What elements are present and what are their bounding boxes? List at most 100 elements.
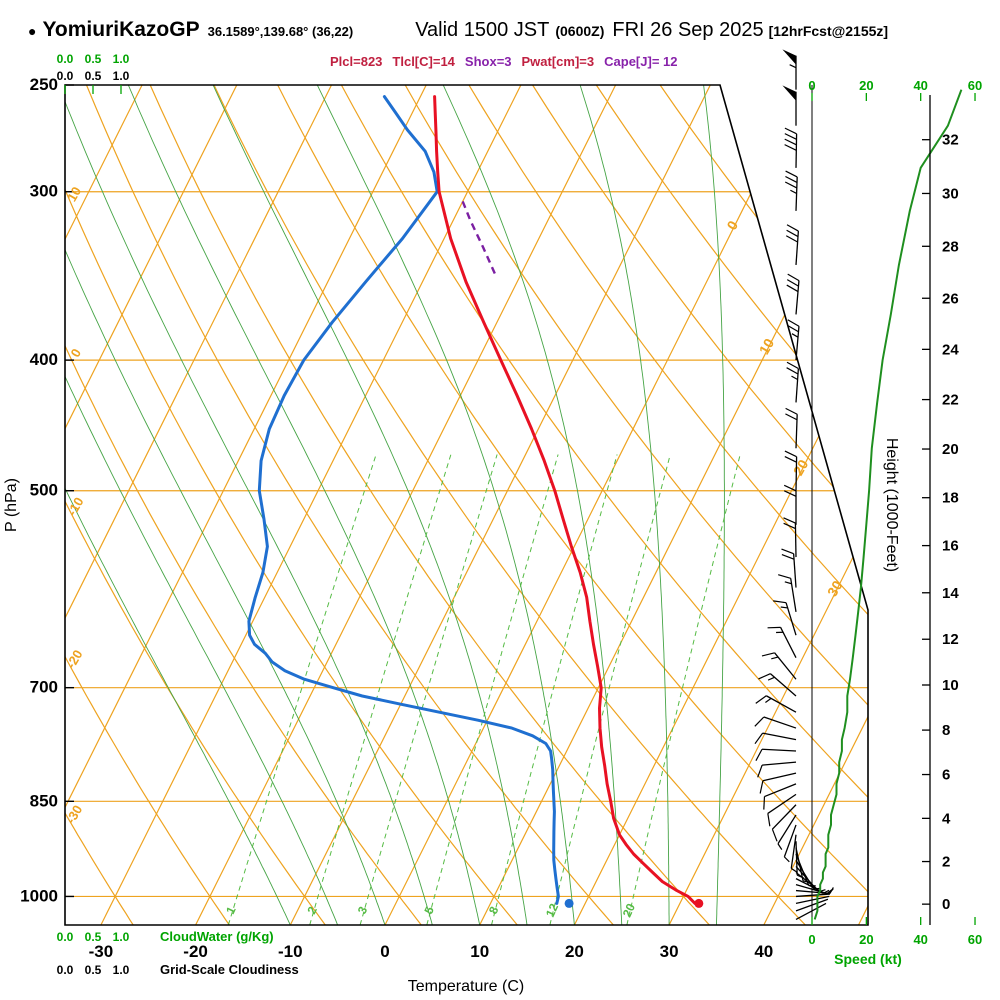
svg-text:-20: -20 bbox=[63, 647, 85, 671]
wind-barbs bbox=[754, 49, 834, 920]
svg-text:1.0: 1.0 bbox=[113, 52, 130, 66]
svg-text:300: 300 bbox=[30, 182, 58, 201]
svg-text:-10: -10 bbox=[64, 495, 86, 519]
svg-text:10: 10 bbox=[64, 184, 84, 204]
svg-text:6: 6 bbox=[942, 767, 950, 784]
svg-text:5: 5 bbox=[421, 904, 437, 916]
svg-text:2: 2 bbox=[304, 904, 320, 916]
svg-text:0.0: 0.0 bbox=[57, 963, 74, 977]
svg-text:1: 1 bbox=[223, 904, 239, 916]
svg-text:0.0: 0.0 bbox=[57, 69, 74, 83]
svg-text:20: 20 bbox=[620, 901, 638, 919]
svg-text:30: 30 bbox=[660, 942, 679, 961]
svg-text:500: 500 bbox=[30, 481, 58, 500]
svg-text:2: 2 bbox=[942, 854, 950, 871]
svg-text:40: 40 bbox=[913, 78, 927, 93]
svg-text:1.0: 1.0 bbox=[113, 963, 130, 977]
station-bullet-icon: ● bbox=[28, 23, 37, 39]
index-cape: Cape[J]= 12 bbox=[604, 54, 678, 69]
svg-text:12: 12 bbox=[942, 631, 959, 648]
svg-text:0.5: 0.5 bbox=[85, 963, 102, 977]
svg-text:22: 22 bbox=[942, 392, 959, 409]
surface-temperature-dot bbox=[694, 898, 704, 908]
svg-text:10: 10 bbox=[756, 335, 778, 357]
svg-text:Height (1000-Feet): Height (1000-Feet) bbox=[883, 438, 900, 572]
svg-text:250: 250 bbox=[30, 75, 58, 94]
svg-text:40: 40 bbox=[913, 932, 927, 947]
cloud-scales: 0.0 0.0 0.5 0.5 1.0 1.0 0.0 0.5 1.0 CloudWater (g… bbox=[57, 52, 299, 977]
svg-text:26: 26 bbox=[942, 290, 959, 307]
index-shox: Shox=3 bbox=[464, 54, 512, 69]
svg-text:60: 60 bbox=[968, 78, 982, 93]
svg-text:Temperature (C): Temperature (C) bbox=[408, 978, 524, 995]
sounding-curves bbox=[247, 95, 697, 905]
svg-text:10: 10 bbox=[942, 677, 959, 694]
surface-dots bbox=[564, 898, 704, 908]
station-coordinates: 36.1589°,139.68° (36,22) bbox=[207, 24, 354, 39]
svg-text:40: 40 bbox=[754, 942, 773, 961]
svg-text:12: 12 bbox=[543, 901, 561, 919]
surface-dewpoint-dot bbox=[564, 898, 574, 908]
svg-text:1.0: 1.0 bbox=[113, 930, 130, 944]
svg-text:1000: 1000 bbox=[20, 886, 58, 905]
background-grid bbox=[65, 85, 868, 925]
svg-text:20: 20 bbox=[859, 78, 873, 93]
svg-text:Grid-Scale Cloudiness: Grid-Scale Cloudiness bbox=[160, 962, 299, 977]
svg-text:0: 0 bbox=[942, 896, 950, 913]
index-pwat: Pwat[cm]=3 bbox=[521, 54, 595, 69]
svg-text:28: 28 bbox=[942, 238, 959, 255]
valid-date: FRI 26 Sep 2025 bbox=[612, 19, 764, 41]
svg-text:30: 30 bbox=[824, 578, 846, 600]
svg-text:0: 0 bbox=[723, 218, 741, 233]
svg-text:0.0: 0.0 bbox=[57, 52, 74, 66]
svg-text:24: 24 bbox=[942, 341, 959, 358]
svg-text:20: 20 bbox=[859, 932, 873, 947]
svg-text:8: 8 bbox=[486, 904, 502, 916]
svg-text:0.5: 0.5 bbox=[85, 69, 102, 83]
svg-text:8: 8 bbox=[942, 722, 950, 739]
svg-text:4: 4 bbox=[942, 810, 951, 827]
svg-text:32: 32 bbox=[942, 132, 959, 149]
svg-text:20: 20 bbox=[942, 441, 959, 458]
svg-text:0.5: 0.5 bbox=[85, 930, 102, 944]
svg-text:18: 18 bbox=[942, 490, 959, 507]
svg-text:0.0: 0.0 bbox=[57, 930, 74, 944]
svg-text:60: 60 bbox=[968, 932, 982, 947]
svg-text:0: 0 bbox=[808, 932, 815, 947]
svg-text:Speed (kt): Speed (kt) bbox=[834, 951, 902, 967]
svg-text:CloudWater (g/Kg): CloudWater (g/Kg) bbox=[160, 929, 274, 944]
svg-text:850: 850 bbox=[30, 791, 58, 810]
svg-text:20: 20 bbox=[790, 457, 812, 479]
station-name: YomiuriKazoGP bbox=[42, 18, 200, 41]
svg-text:3: 3 bbox=[355, 904, 371, 916]
svg-text:30: 30 bbox=[942, 185, 959, 202]
svg-text:-30: -30 bbox=[89, 942, 114, 961]
index-plcl: Plcl=823 bbox=[330, 54, 383, 69]
svg-text:400: 400 bbox=[30, 350, 58, 369]
svg-text:-20: -20 bbox=[183, 942, 208, 961]
svg-text:20: 20 bbox=[565, 942, 584, 961]
parcel-path bbox=[461, 200, 496, 274]
titlebar: ● YomiuriKazoGP 36.1589°,139.68° (36,22)… bbox=[28, 18, 888, 42]
svg-text:1.0: 1.0 bbox=[113, 69, 130, 83]
svg-text:0: 0 bbox=[808, 78, 815, 93]
valid-time: Valid 1500 JST bbox=[415, 19, 550, 41]
dewpoint-curve bbox=[247, 95, 560, 905]
svg-text:700: 700 bbox=[30, 678, 58, 697]
svg-text:0.5: 0.5 bbox=[85, 52, 102, 66]
sounding-indices-line: Plcl=823 Tlcl[C]=14 Shox=3 Pwat[cm]=3 Ca… bbox=[330, 54, 677, 69]
index-tlcl: Tlcl[C]=14 bbox=[392, 54, 455, 69]
plot-frame bbox=[64, 84, 869, 926]
valid-time-z: (0600Z) bbox=[555, 23, 605, 39]
svg-text:14: 14 bbox=[942, 585, 959, 602]
forecast-hour: [12hrFcst@2155z] bbox=[768, 23, 889, 39]
svg-text:10: 10 bbox=[470, 942, 489, 961]
temperature-curve bbox=[433, 95, 697, 905]
svg-text:16: 16 bbox=[942, 538, 959, 555]
svg-text:-10: -10 bbox=[278, 942, 303, 961]
svg-text:0: 0 bbox=[380, 942, 389, 961]
